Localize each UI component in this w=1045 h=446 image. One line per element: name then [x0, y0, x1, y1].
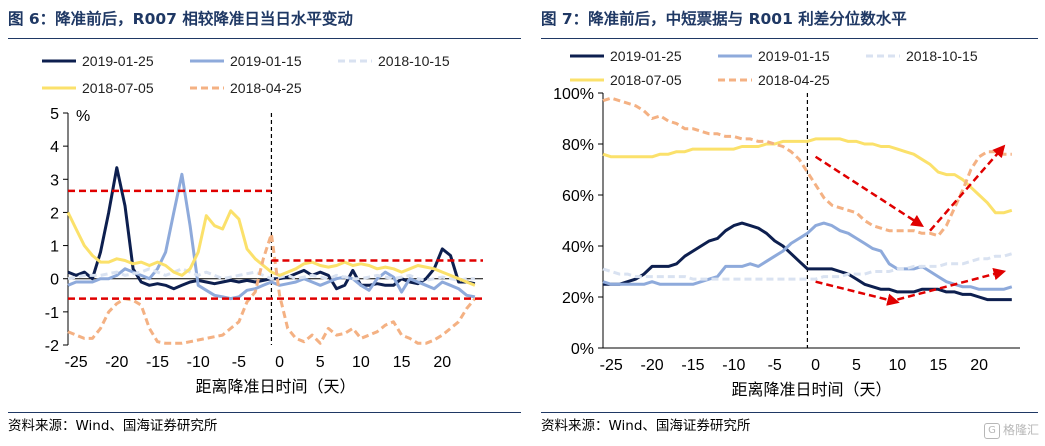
chart-spread-percentile: 2019-01-25 2019-01-15 2018-10-15 2018-07-05… [553, 48, 1020, 399]
right-source-note: 资料来源：Wind、国海证券研究所 [541, 412, 1038, 443]
right-x-axis-title: 距离降准日时间（天） [731, 380, 891, 399]
right-legend-label-2018-07-05: 2018-07-05 [610, 72, 682, 88]
left-y-tick-label: 5 [50, 106, 59, 123]
right-trend-arrow [929, 144, 1006, 232]
left-series-line-2018-04-25 [67, 232, 477, 345]
right-y-tick-label: 60% [562, 188, 594, 205]
left-x-tick-label: 5 [316, 354, 325, 371]
watermark-logo-icon: G [983, 422, 1000, 439]
right-legend-label-2019-01-15: 2019-01-15 [758, 48, 830, 64]
right-x-tick-label: -25 [600, 357, 623, 374]
right-x-tick-label: -15 [681, 357, 704, 374]
right-series-line-2019-01-15 [602, 221, 1013, 291]
left-x-tick-label: -15 [146, 354, 169, 371]
right-trend-arrow [814, 155, 924, 227]
right-legend-label-2018-10-15: 2018-10-15 [906, 48, 978, 64]
left-legend-label-2018-07-05: 2018-07-05 [82, 80, 154, 96]
left-legend-label-2018-10-15: 2018-10-15 [378, 53, 450, 69]
right-x-tick-label: 15 [929, 357, 947, 374]
left-y-tick-label: 3 [50, 172, 59, 189]
left-legend-label-2019-01-25: 2019-01-25 [82, 53, 154, 69]
right-y-tick-label: 40% [562, 239, 594, 256]
right-x-tick-label: -10 [722, 357, 745, 374]
left-y-tick-label: 1 [50, 239, 59, 256]
left-chart-title: 图 6：降准前后，R007 相较降准日当日水平变动 [8, 0, 521, 39]
right-x-tick-label: 10 [888, 357, 906, 374]
left-x-tick-label: 10 [352, 354, 370, 371]
left-legend-label-2019-01-15: 2019-01-15 [230, 53, 302, 69]
left-x-tick-label: -5 [232, 354, 246, 371]
right-x-tick-label: 5 [852, 357, 861, 374]
left-x-tick-label: 0 [275, 354, 284, 371]
watermark-text: 格隆汇 [1002, 423, 1039, 437]
left-y-tick-label: 0 [50, 272, 59, 289]
left-series-line-2018-07-05 [66, 209, 476, 287]
left-x-tick-label: -10 [187, 354, 210, 371]
right-x-tick-label: 0 [811, 357, 820, 374]
left-y-tick-label: 2 [50, 205, 59, 222]
left-x-tick-label: 15 [393, 354, 411, 371]
left-x-tick-label: -20 [105, 354, 128, 371]
right-legend-label-2018-04-25: 2018-04-25 [758, 72, 830, 88]
right-trend-arrow [897, 268, 1007, 301]
left-x-axis-title: 距离降准日时间（天） [195, 377, 355, 396]
left-y-tick-label: -2 [45, 338, 59, 355]
left-legend-label-2018-04-25: 2018-04-25 [230, 80, 302, 96]
right-y-tick-label: 0% [571, 341, 594, 358]
left-x-tick-label: -25 [65, 354, 88, 371]
right-chart-title: 图 7：降准前后，中短票据与 R001 利差分位数水平 [541, 0, 1038, 39]
right-trend-arrow [815, 280, 900, 306]
right-x-tick-label: -5 [768, 357, 782, 374]
left-series-line-2018-10-15 [67, 267, 475, 282]
left-source-note: 资料来源：Wind、国海证券研究所 [8, 412, 521, 443]
left-y-tick-label: 4 [50, 139, 59, 156]
watermark: G 格隆汇 [983, 421, 1039, 439]
chart-r007-change: 2019-01-25 2019-01-15 2018-10-15 2018-07-05… [42, 53, 483, 396]
right-series-line-2018-07-05 [602, 137, 1013, 215]
right-y-tick-label: 80% [562, 137, 594, 154]
right-x-tick-label: 20 [970, 357, 988, 374]
right-y-tick-label: 100% [553, 86, 594, 103]
left-y-tick-label: -1 [45, 305, 59, 322]
right-series-line-2019-01-25 [603, 221, 1012, 302]
right-legend-label-2019-01-25: 2019-01-25 [610, 48, 682, 64]
right-x-tick-label: -20 [640, 357, 663, 374]
right-series-line-2018-10-15 [602, 252, 1013, 281]
left-x-tick-label: 20 [433, 354, 451, 371]
left-unit-label: % [76, 108, 90, 125]
right-y-tick-label: 20% [562, 290, 594, 307]
